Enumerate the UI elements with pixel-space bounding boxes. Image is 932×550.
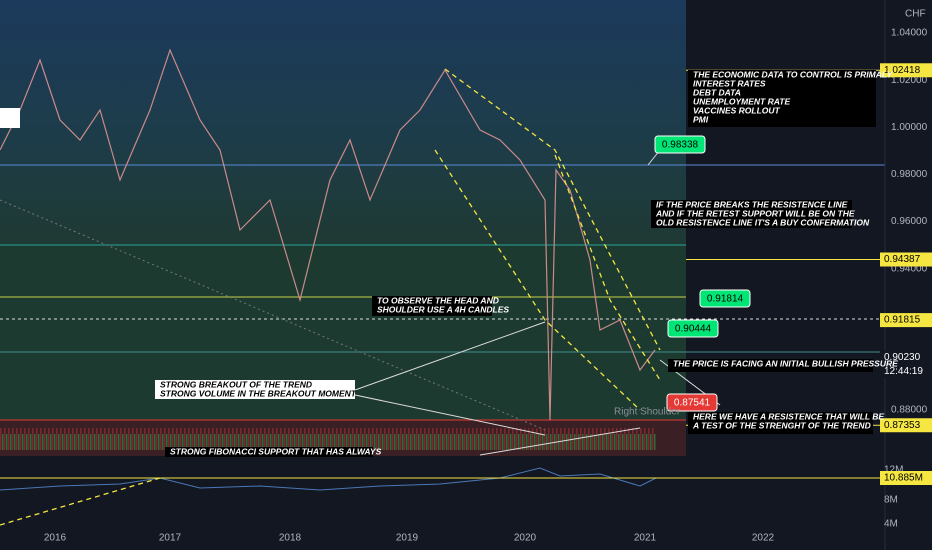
pattern-label: Right Shoulder <box>614 407 681 418</box>
year-label: 2021 <box>634 533 657 544</box>
year-label: 2020 <box>514 533 537 544</box>
annotation-text: STRONG BREAKOUT OF THE TREND <box>160 379 312 389</box>
annotation-text: STRONG FIBONACCI SUPPORT THAT HAS ALWAYS <box>170 446 382 456</box>
currency: CHF <box>905 9 926 20</box>
tool-box <box>0 108 20 128</box>
year-label: 2016 <box>44 533 67 544</box>
price-label: 0.96000 <box>891 216 928 227</box>
annotation-text: STRONG VOLUME IN THE BREAKOUT MOMENT <box>160 388 357 398</box>
year-label: 2017 <box>159 533 182 544</box>
price-tag <box>880 313 932 328</box>
annotation-text: VACCINES ROLLOUT <box>693 105 781 115</box>
price-label: 0.88000 <box>891 405 928 416</box>
annotation-box <box>155 380 355 399</box>
annotation-text: SHOULDER USE A 4H CANDLES <box>377 304 509 314</box>
price-tag-text: 0.87353 <box>884 420 921 431</box>
price-tag <box>880 63 932 78</box>
annotation-box <box>688 412 873 434</box>
price-label: 1.02000 <box>891 75 928 86</box>
volume-ma <box>0 467 657 491</box>
price-label: 0.94000 <box>891 263 928 274</box>
price-tag-text: 0.90230 <box>884 352 921 363</box>
annotation-box <box>688 70 876 127</box>
callout <box>666 393 718 412</box>
price-tag-text: 0.94387 <box>884 254 921 265</box>
volume-label: 10.885M <box>884 473 923 484</box>
price-line <box>0 48 656 421</box>
annotation-box <box>668 359 873 372</box>
annotation-text: AND IF THE RETEST SUPPORT WILL BE ON THE <box>655 208 855 218</box>
annotation-text: THE ECONOMIC DATA TO CONTROL IS PRIMALY <box>693 69 893 79</box>
callout-text: 0.91814 <box>707 294 744 305</box>
callout-text: 0.98338 <box>662 140 699 151</box>
callout <box>699 289 751 308</box>
trend-line <box>0 199 546 431</box>
callout <box>667 319 719 338</box>
callout <box>654 135 706 154</box>
volume-label: 12M <box>884 465 903 476</box>
countdown: 12:44:19 <box>884 366 923 377</box>
annotation-text: OLD RESISTENCE LINE IT'S A BUY CONFERMAT… <box>656 217 870 227</box>
price-tag-text: 1.02418 <box>884 65 921 76</box>
annotation-text: PMI <box>693 114 709 124</box>
annotation-text: HERE WE HAVE A RESISTENCE THAT WILL BE <box>693 411 884 421</box>
channel-lines <box>0 68 661 526</box>
price-label: 1.04000 <box>891 28 928 39</box>
year-label: 2018 <box>279 533 302 544</box>
annotation-text: IF THE PRICE BREAKS THE RESISTENCE LINE <box>656 199 848 209</box>
countdown-bg <box>880 364 932 379</box>
annotation-text: THE PRICE IS FACING AN INITIAL BULLISH P… <box>673 358 898 368</box>
price-label: 0.98000 <box>891 169 928 180</box>
price-tag-text: 0.91815 <box>884 315 921 326</box>
annotation-text: INTEREST RATES <box>693 78 766 88</box>
annotation-box <box>651 200 852 228</box>
annotation-box <box>372 296 492 316</box>
annotation-text: DEBT DATA <box>693 87 741 97</box>
price-tag <box>880 252 932 267</box>
volume-tag <box>880 471 932 485</box>
volume-label: 8M <box>884 495 898 506</box>
year-label: 2022 <box>752 533 775 544</box>
price-tag <box>880 418 932 433</box>
zone-blue <box>0 0 686 245</box>
annotation-text: A TEST OF THE STRENGHT OF THE TREND <box>692 420 871 430</box>
annotation-text: UNEMPLOYMENT RATE <box>693 96 790 106</box>
annotation-box <box>165 447 373 457</box>
volume-label: 4M <box>884 519 898 530</box>
callout-text: 0.87541 <box>674 398 711 409</box>
price-tag <box>880 350 932 365</box>
price-label: 1.00000 <box>891 122 928 133</box>
year-label: 2019 <box>396 533 419 544</box>
callout-text: 0.90444 <box>675 324 712 335</box>
annotation-text: TO OBSERVE THE HEAD AND <box>377 295 499 305</box>
